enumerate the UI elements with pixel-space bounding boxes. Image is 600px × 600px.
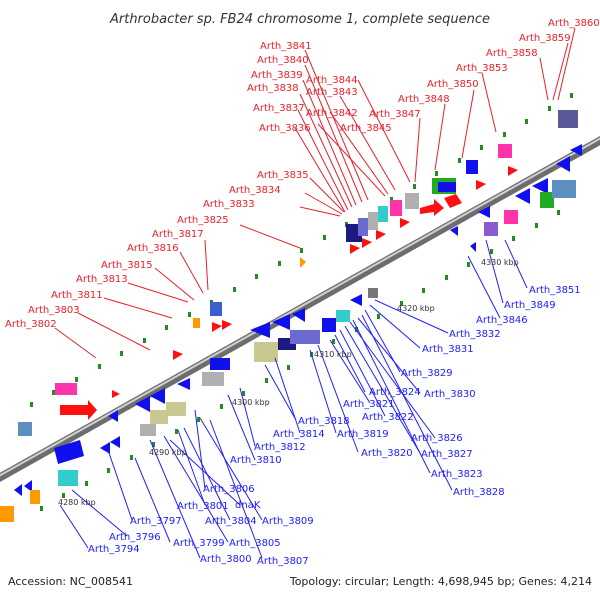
gene-label[interactable]: Arth_3809 — [262, 516, 314, 527]
gene-label[interactable]: Arth_3802 — [5, 319, 57, 330]
gene-label[interactable]: Arth_3836 — [259, 123, 311, 134]
gene-label[interactable]: Arth_3848 — [398, 94, 450, 105]
leader-lines — [54, 27, 576, 559]
map-title: Arthrobacter sp. FB24 chromosome 1, comp… — [109, 12, 490, 27]
gene-label[interactable]: Arth_3847 — [369, 109, 421, 120]
topology-text: Topology: circular; Length: 4,698,945 bp… — [289, 575, 592, 588]
gene-label[interactable]: Arth_3817 — [152, 229, 204, 240]
kbp-label: 4290 kbp — [149, 448, 187, 457]
gene-label[interactable]: Arth_3815 — [101, 260, 153, 271]
kbp-scale: 4280 kbp 4290 kbp 4300 kbp 4310 kbp 4320… — [58, 258, 519, 507]
gene-label[interactable]: Arth_3801 — [177, 501, 229, 512]
gene-label[interactable]: Arth_3844 — [306, 75, 358, 86]
gene-label[interactable]: Arth_3806 — [203, 484, 255, 495]
gene-label[interactable]: Arth_3813 — [76, 274, 128, 285]
gene-label[interactable]: Arth_3823 — [431, 469, 483, 480]
gene-label[interactable]: Arth_3853 — [456, 63, 508, 74]
gene-label[interactable]: Arth_3840 — [257, 55, 309, 66]
kbp-label: 4280 kbp — [58, 498, 96, 507]
gene-label[interactable]: Arth_3828 — [453, 487, 505, 498]
chromosome-backbone — [0, 136, 600, 482]
gene-label[interactable]: Arth_3829 — [401, 368, 453, 379]
forward-gene-labels: Arth_3860 Arth_3859 Arth_3858 Arth_3853 … — [5, 18, 600, 330]
gene-label[interactable]: dnaK — [235, 500, 261, 511]
gene-label[interactable]: Arth_3838 — [247, 83, 299, 94]
gene-label[interactable]: Arth_3858 — [486, 48, 538, 59]
gene-label[interactable]: Arth_3846 — [476, 315, 528, 326]
gene-label[interactable]: Arth_3807 — [257, 556, 309, 567]
gene-label[interactable]: Arth_3820 — [361, 448, 413, 459]
kbp-label: 4330 kbp — [481, 258, 519, 267]
gene-label[interactable]: Arth_3860 — [548, 18, 600, 29]
gene-label[interactable]: Arth_3810 — [230, 455, 282, 466]
gene-label[interactable]: Arth_3805 — [229, 538, 281, 549]
gene-features — [0, 93, 582, 522]
gene-label[interactable]: Arth_3799 — [173, 538, 225, 549]
gene-label[interactable]: Arth_3834 — [229, 185, 281, 196]
gene-label[interactable]: Arth_3830 — [424, 389, 476, 400]
gene-label[interactable]: Arth_3816 — [127, 243, 179, 254]
gene-label[interactable]: Arth_3839 — [251, 70, 303, 81]
gene-label[interactable]: Arth_3800 — [200, 554, 252, 565]
gene-label[interactable]: Arth_3850 — [427, 79, 479, 90]
gene-label[interactable]: Arth_3851 — [529, 285, 581, 296]
gene-label[interactable]: Arth_3841 — [260, 41, 312, 52]
kbp-label: 4300 kbp — [232, 398, 270, 407]
gene-label[interactable]: Arth_3814 — [273, 429, 325, 440]
gene-label[interactable]: Arth_3832 — [449, 329, 501, 340]
gene-label[interactable]: Arth_3837 — [253, 103, 305, 114]
gene-label[interactable]: Arth_3797 — [130, 516, 182, 527]
gene-label[interactable]: Arth_3796 — [109, 532, 161, 543]
gene-label[interactable]: Arth_3824 — [369, 387, 421, 398]
gene-label[interactable]: Arth_3842 — [306, 108, 358, 119]
gene-label[interactable]: Arth_3835 — [257, 170, 309, 181]
gene-label[interactable]: Arth_3831 — [422, 344, 474, 355]
gene-label[interactable]: Arth_3849 — [504, 300, 556, 311]
gene-label[interactable]: Arth_3794 — [88, 544, 140, 555]
accession-text: Accession: NC_008541 — [8, 575, 133, 588]
gene-label[interactable]: Arth_3811 — [51, 290, 103, 301]
gene-label[interactable]: Arth_3822 — [362, 412, 414, 423]
gene-label[interactable]: Arth_3825 — [177, 215, 229, 226]
gene-label[interactable]: Arth_3845 — [340, 123, 392, 134]
reverse-gene-labels: Arth_3851 Arth_3849 Arth_3846 Arth_3832 … — [88, 285, 581, 567]
gene-label[interactable]: Arth_3833 — [203, 199, 255, 210]
gene-label[interactable]: Arth_3859 — [519, 33, 571, 44]
gene-label[interactable]: Arth_3818 — [298, 416, 350, 427]
gene-label[interactable]: Arth_3843 — [306, 87, 358, 98]
gene-label[interactable]: Arth_3812 — [254, 442, 306, 453]
gene-label[interactable]: Arth_3804 — [205, 516, 257, 527]
gene-label[interactable]: Arth_3803 — [28, 305, 80, 316]
gene-label[interactable]: Arth_3819 — [337, 429, 389, 440]
kbp-label: 4310 kbp — [314, 350, 352, 359]
kbp-label: 4320 kbp — [397, 304, 435, 313]
gene-label[interactable]: Arth_3821 — [343, 399, 395, 410]
gene-label[interactable]: Arth_3827 — [421, 449, 473, 460]
gene-label[interactable]: Arth_3826 — [411, 433, 463, 444]
